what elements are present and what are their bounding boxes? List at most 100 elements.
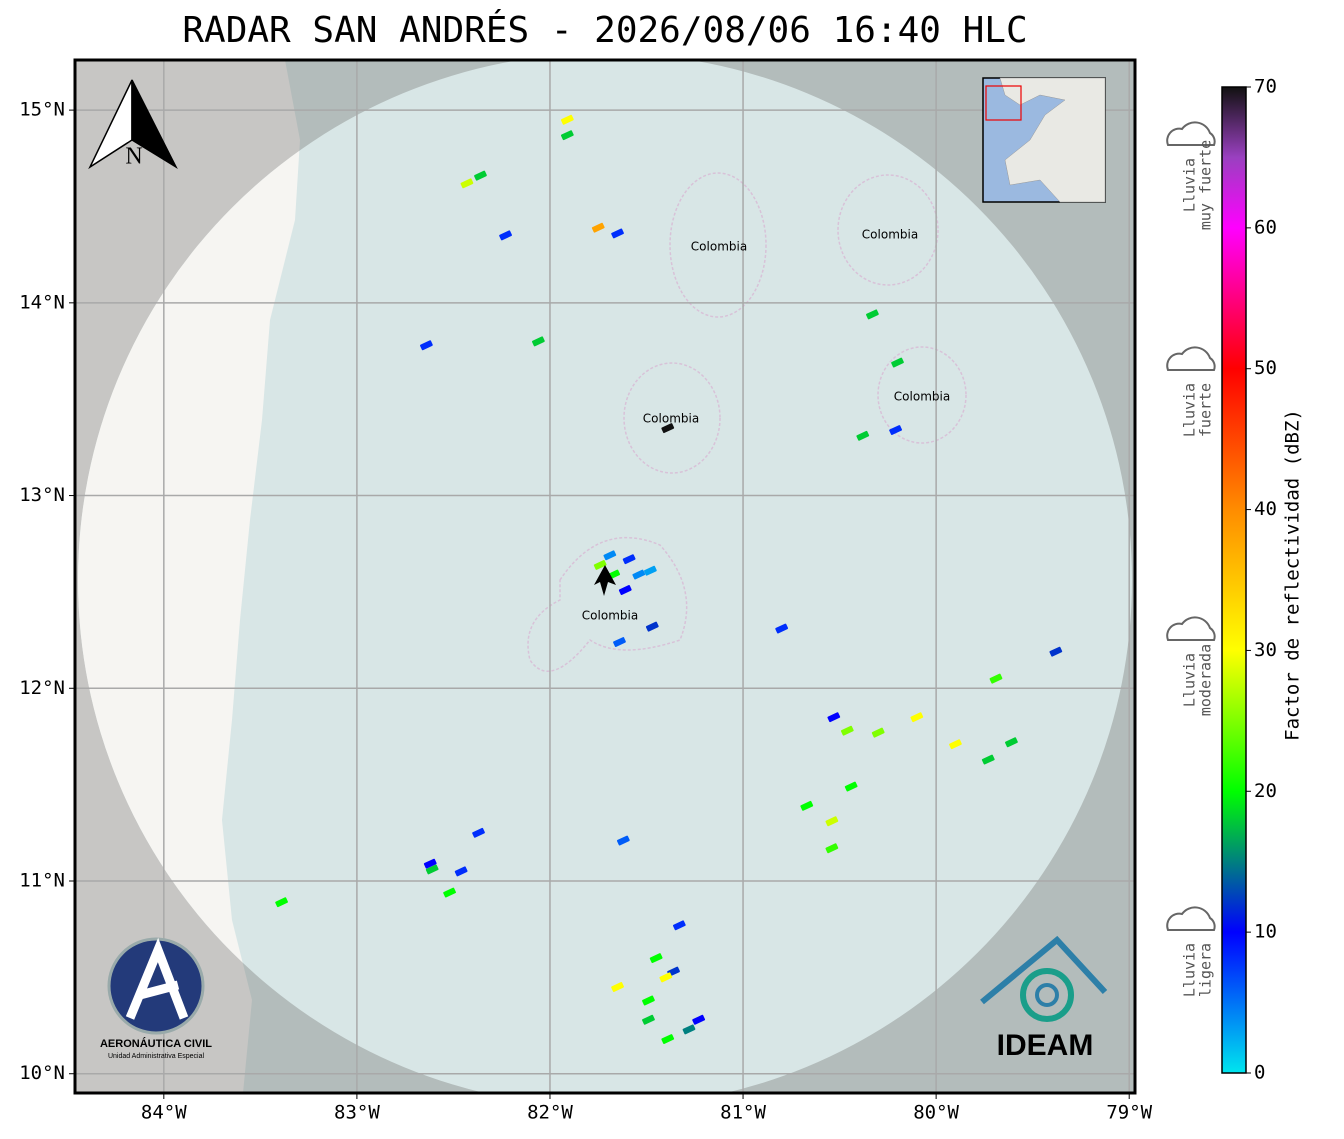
echo-cell <box>856 430 870 441</box>
echo-cell <box>611 982 624 992</box>
echo-cell <box>661 423 675 434</box>
region-label: Colombia <box>894 390 950 404</box>
x-tick-label: 81°W <box>720 1102 766 1124</box>
echo-cell <box>889 425 902 435</box>
echo-cell <box>989 673 1003 684</box>
x-tick-label: 80°W <box>913 1102 959 1124</box>
echo-cell <box>981 754 995 765</box>
colorbar-tick-label: 0 <box>1254 1062 1265 1084</box>
colorbar-tick-label: 10 <box>1254 921 1277 943</box>
echo-cell <box>825 816 839 827</box>
x-tick-label: 82°W <box>527 1102 573 1124</box>
echo-cell <box>775 623 789 634</box>
x-tick-label: 83°W <box>334 1102 380 1124</box>
colorbar-label: Factor de reflectividad (dBZ) <box>1282 409 1304 741</box>
echo-cell <box>591 222 605 233</box>
axes: 84°W 83°W 82°W 81°W 80°W 79°W 10°N 11°N 12°N 13°N… <box>19 99 1152 1124</box>
territory-outlines <box>527 172 967 672</box>
title: RADAR SAN ANDRÉS - 2026/08/06 16:40 HLC <box>182 9 1027 51</box>
echo-cell <box>840 725 854 736</box>
echo-cell <box>659 972 673 983</box>
rain-label: Lluvia <box>1181 653 1199 707</box>
echo-cell <box>622 554 636 565</box>
colorbar <box>1221 86 1247 1074</box>
echo-cell <box>472 827 485 838</box>
cloud-icon <box>1166 616 1216 641</box>
cloud-icon <box>1166 346 1216 371</box>
cloud-icon <box>1166 121 1216 146</box>
rain-label: Lluvia <box>1181 383 1199 437</box>
rain-label: Lluvia <box>1181 943 1199 997</box>
logo-left-sub: Unidad Administrativa Especial <box>108 1053 205 1060</box>
colorbar-tick-label: 50 <box>1254 357 1277 379</box>
north-arrow: N <box>88 79 178 170</box>
echo-cell <box>532 336 545 347</box>
echoes <box>275 114 1063 1044</box>
logo-ideam: IDEAM <box>980 935 1108 1062</box>
echo-cell <box>443 887 456 898</box>
colorbar-tick-label: 30 <box>1254 639 1277 661</box>
echo-cell <box>618 585 632 595</box>
region-label: Colombia <box>691 240 747 254</box>
echo-cell <box>871 727 885 738</box>
echo-cell <box>642 1014 655 1025</box>
echo-cell <box>425 864 439 875</box>
echo-cell <box>560 114 574 125</box>
rain-label: muy fuerte <box>1197 140 1215 230</box>
echo-cell <box>645 621 659 632</box>
echo-cell <box>642 995 655 1006</box>
y-tick-label: 11°N <box>19 870 65 892</box>
echo-cell <box>454 866 468 877</box>
colorbar-tick-label: 70 <box>1254 76 1277 98</box>
region-label: Colombia <box>643 412 699 426</box>
echo-cell <box>910 712 924 723</box>
y-tick-label: 12°N <box>19 677 65 699</box>
echo-cell <box>949 739 962 750</box>
echo-cell <box>611 228 624 239</box>
logo-right-name: IDEAM <box>997 1029 1094 1062</box>
map-frame <box>73 58 1137 1095</box>
grid <box>75 60 1135 1093</box>
echo-cell <box>560 130 574 141</box>
cloud-icon <box>1166 906 1216 931</box>
echo-cell <box>827 712 841 723</box>
echo-cell <box>275 897 288 908</box>
echo-cell <box>643 565 657 576</box>
colorbar-tick-label: 20 <box>1254 780 1277 802</box>
echo-cell <box>649 953 663 964</box>
echo-cell <box>1049 646 1063 657</box>
echo-cell <box>616 835 630 846</box>
echo-cell <box>682 1024 696 1035</box>
y-tick-label: 15°N <box>19 99 65 121</box>
echo-cell <box>499 230 512 241</box>
map-area: Colombia Colombia Colombia Colombia Colombia… <box>75 60 1135 1093</box>
echo-cell <box>593 560 607 570</box>
x-tick-label: 79°W <box>1106 1102 1152 1124</box>
radar-site <box>594 565 616 596</box>
echo-cell <box>460 178 474 189</box>
y-tick-label: 10°N <box>19 1062 65 1084</box>
colorbar-tick-label: 60 <box>1254 216 1277 238</box>
rain-label: fuerte <box>1197 383 1215 437</box>
y-tick-label: 14°N <box>19 291 65 313</box>
region-label: Colombia <box>862 228 918 242</box>
echo-cell <box>891 357 904 368</box>
echo-cell <box>692 1014 706 1025</box>
echo-cell <box>661 1034 675 1044</box>
echo-cell <box>866 309 879 320</box>
rain-label: ligera <box>1197 943 1215 997</box>
region-label: Colombia <box>582 609 638 623</box>
colorbar-axis: 0 10 20 30 40 50 60 70 <box>1246 76 1277 1084</box>
echo-cell <box>844 781 858 792</box>
echo-cell <box>613 637 626 647</box>
rain-levels: LluvialigeraLluviamoderadaLluviafuerteLl… <box>1166 121 1216 997</box>
colorbar-tick-label: 40 <box>1254 498 1277 520</box>
x-tick-label: 84°W <box>141 1102 187 1124</box>
echo-cell <box>632 569 646 580</box>
echo-cell <box>603 550 617 561</box>
echo-cell <box>474 170 487 181</box>
echo-cell <box>672 920 686 931</box>
logo-aerocivil: AERONÁUTICA CIVIL Unidad Administrativa … <box>100 937 212 1060</box>
echo-cell <box>1005 737 1018 748</box>
logo-left-name: AERONÁUTICA CIVIL <box>100 1037 212 1050</box>
